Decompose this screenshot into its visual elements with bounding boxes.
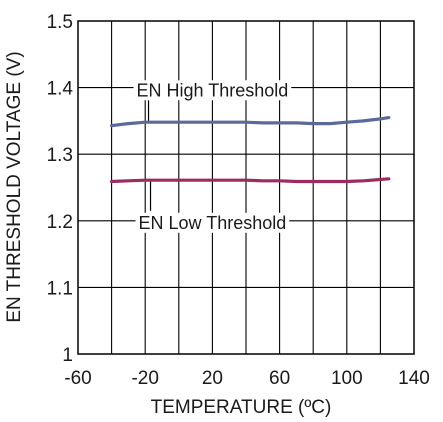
y-tick-label: 1.1 bbox=[47, 278, 73, 299]
y-tick-label: 1.4 bbox=[47, 79, 74, 100]
x-tick-label: 140 bbox=[398, 368, 430, 389]
y-tick-label: 1.5 bbox=[47, 12, 73, 33]
series-line-1 bbox=[110, 116, 391, 128]
annotation-label: EN Low Threshold bbox=[139, 213, 287, 233]
x-axis-title: TEMPERATURE (ºC) bbox=[151, 397, 332, 418]
x-tick-labels: -60 -20 20 60 100 140 bbox=[64, 368, 430, 389]
y-tick-label: 1.3 bbox=[47, 145, 73, 166]
y-tick-label: 1.2 bbox=[47, 212, 73, 233]
x-tick-label: -60 bbox=[64, 368, 91, 389]
x-tick-label: 60 bbox=[269, 368, 290, 389]
x-tick-label: -20 bbox=[131, 368, 158, 389]
y-axis-title: EN THRESHOLD VOLTAGE (V) bbox=[4, 51, 25, 322]
series-line-2 bbox=[110, 177, 391, 184]
plot-frame bbox=[77, 20, 415, 355]
annotation-label: EN High Threshold bbox=[137, 80, 289, 100]
series-group bbox=[110, 116, 391, 184]
annotation-label-background bbox=[135, 212, 290, 233]
x-tick-label: 20 bbox=[202, 368, 223, 389]
y-tick-labels: 1.5 1.4 1.3 1.2 1.1 1 bbox=[47, 12, 74, 366]
y-tick-label: 1 bbox=[62, 345, 73, 366]
annotations: EN High Threshold EN Low Threshold bbox=[133, 80, 292, 233]
annotation-label-background bbox=[133, 80, 292, 101]
annotation-leaders bbox=[147, 99, 152, 211]
x-tick-label: 100 bbox=[331, 368, 363, 389]
